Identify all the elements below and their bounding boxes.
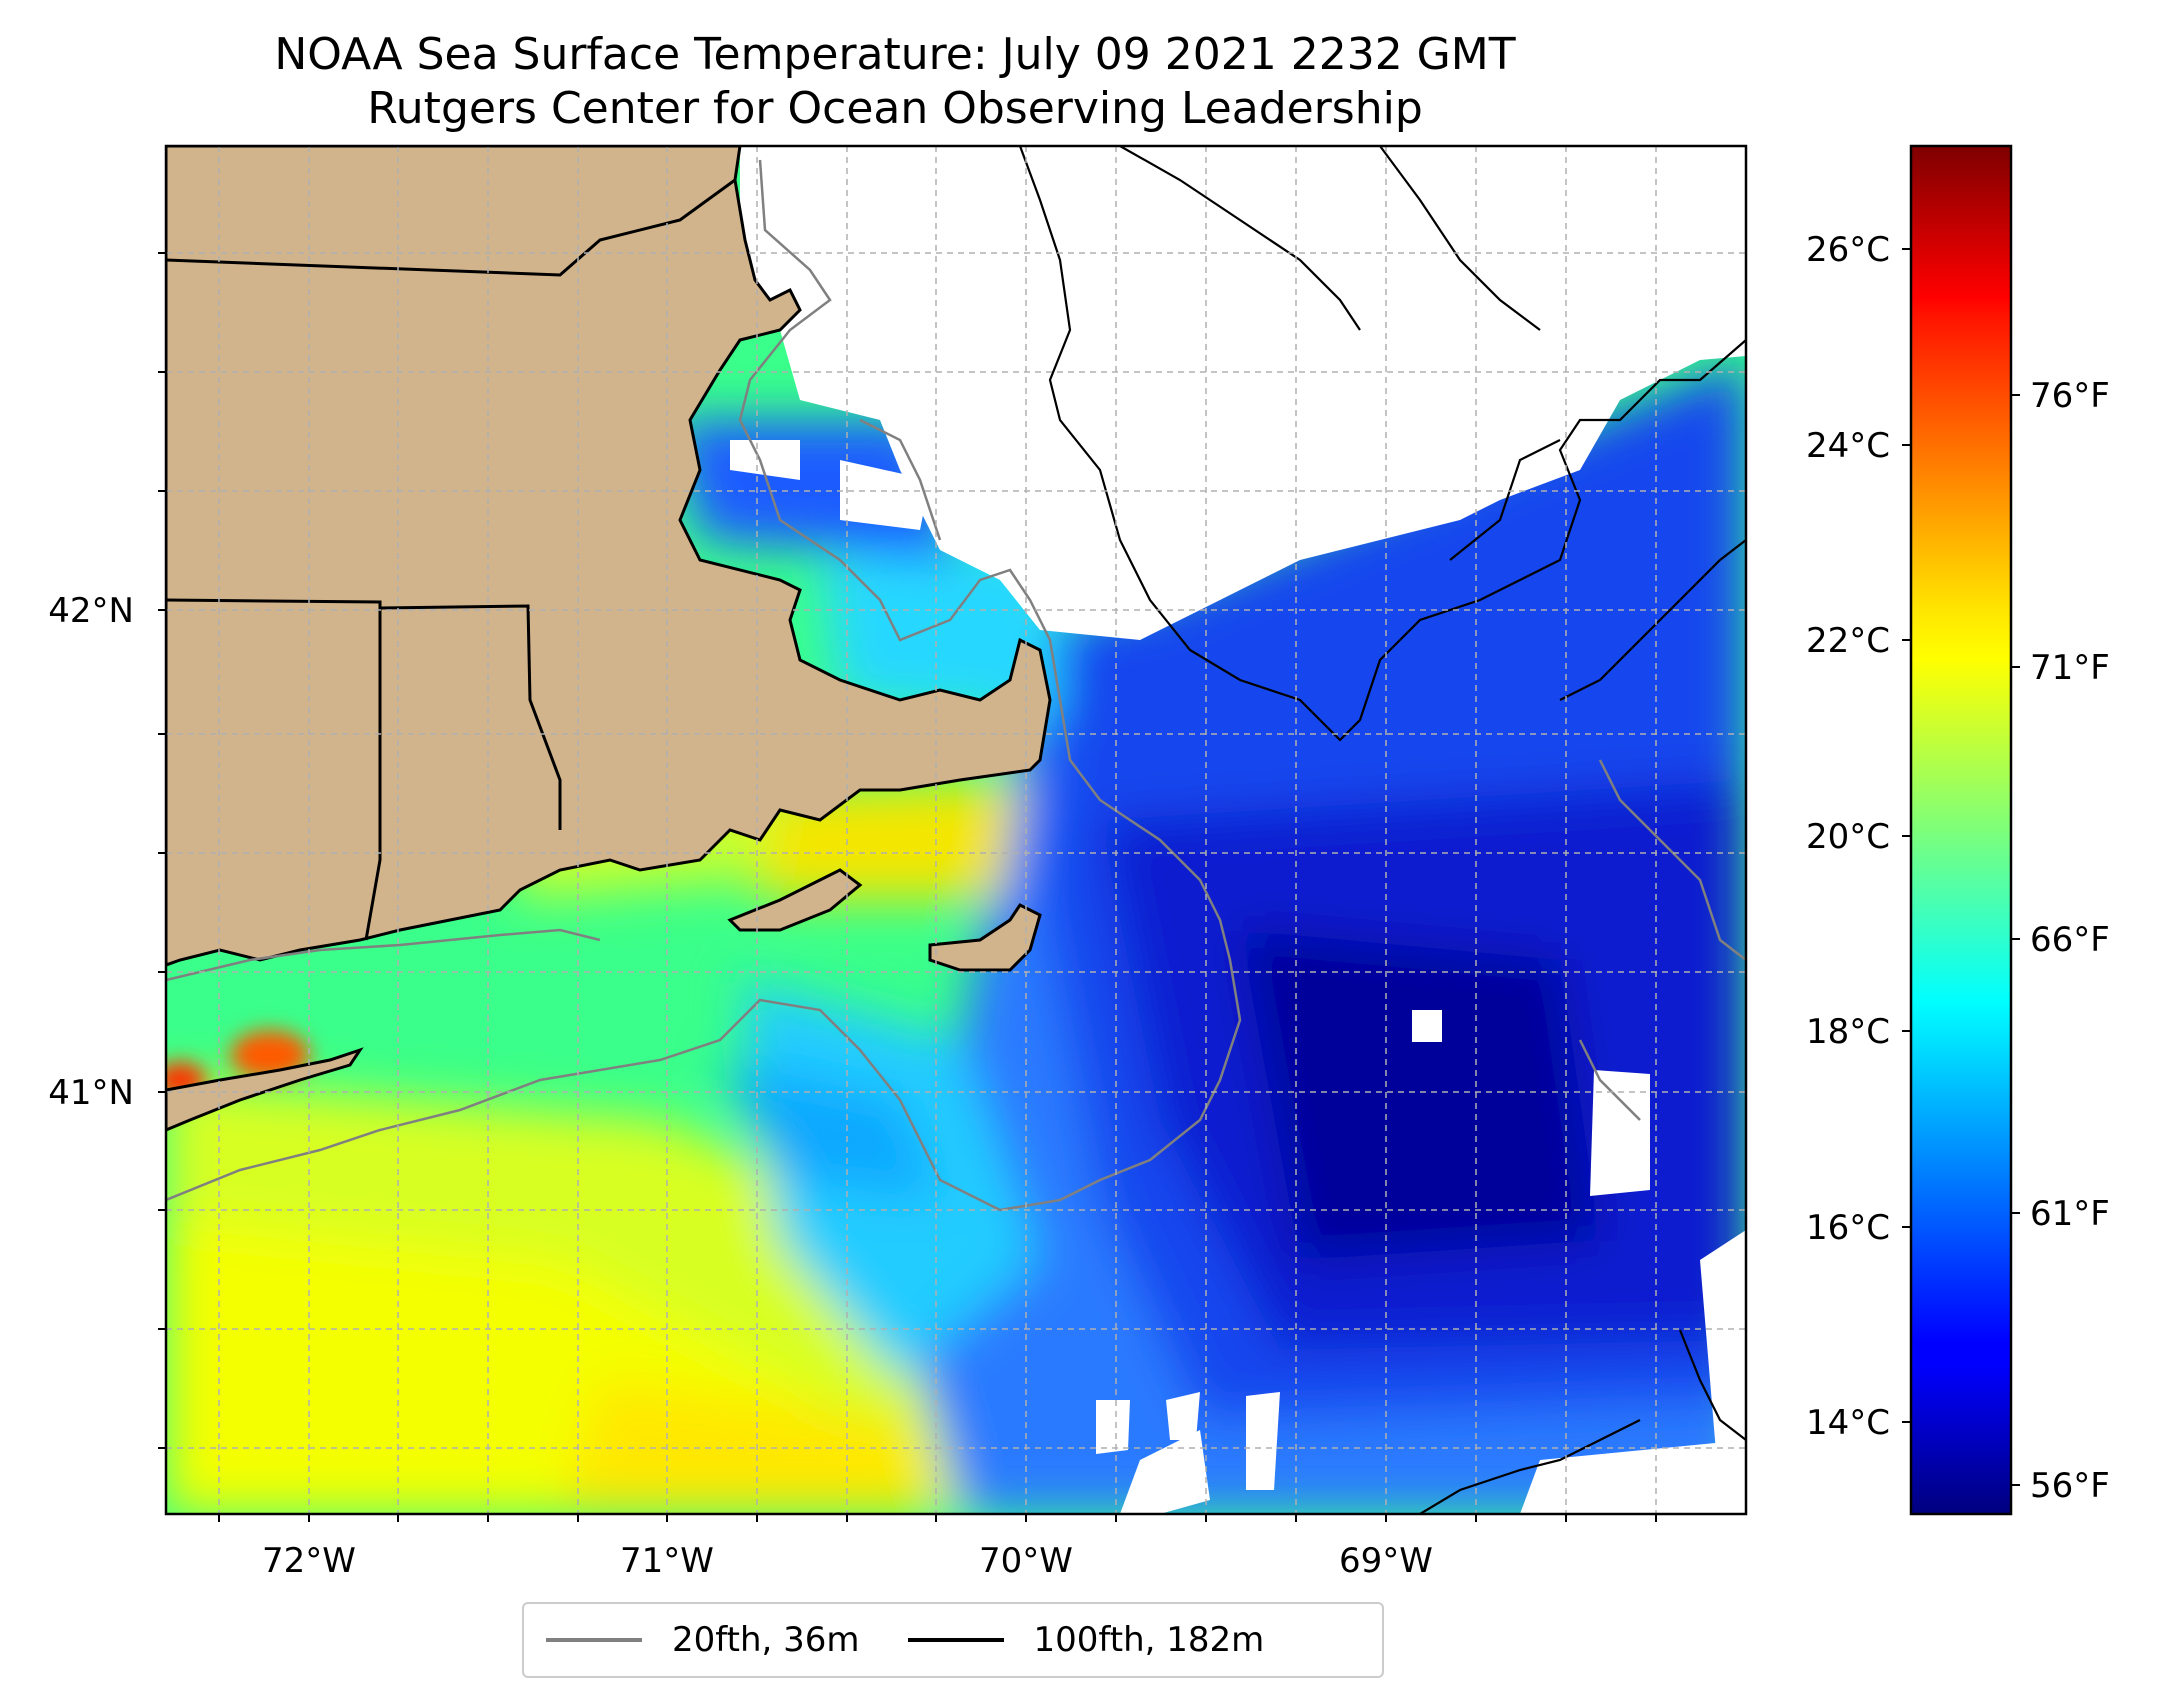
- legend-swatch-100fth: [907, 1638, 1004, 1642]
- legend-label-20fth: 20fth, 36m: [672, 1620, 860, 1660]
- lat-label-42n: 42°N: [48, 591, 134, 631]
- lat-ticks: [158, 252, 166, 1449]
- isobath-100fth: [1018, 146, 1746, 1514]
- colorbar-celsius-ticks: [1902, 248, 1911, 1423]
- colorbar-label-56f: 56°F: [2030, 1466, 2110, 1506]
- legend-swatch-20fth: [546, 1638, 642, 1642]
- isobath-legend: 20fth, 36m 100fth, 182m: [522, 1602, 1384, 1678]
- legend-label-100fth: 100fth, 182m: [1033, 1620, 1265, 1660]
- colorbar-label-71f: 71°F: [2030, 648, 2110, 688]
- land-mass: [166, 146, 1052, 967]
- lon-label-69w: 69°W: [1339, 1541, 1433, 1581]
- colorbar-fahrenheit-ticks: [2011, 394, 2020, 1486]
- colorbar: [1909, 144, 2013, 1516]
- colorbar-label-66f: 66°F: [2030, 920, 2110, 960]
- title-line-2: Rutgers Center for Ocean Observing Leade…: [367, 83, 1423, 134]
- colorbar-label-18c: 18°C: [1806, 1012, 1890, 1052]
- colorbar-label-76f: 76°F: [2030, 376, 2110, 416]
- state-borders: [166, 178, 736, 941]
- legend-entry-100fth: 100fth, 182m: [907, 1620, 1265, 1660]
- colorbar-label-20c: 20°C: [1806, 817, 1890, 857]
- colorbar-label-14c: 14°C: [1806, 1403, 1890, 1443]
- land-marthas-vineyard: [727, 868, 863, 932]
- land-long-island: [166, 1047, 364, 1132]
- colorbar-label-24c: 24°C: [1806, 426, 1890, 466]
- lon-label-70w: 70°W: [979, 1541, 1073, 1581]
- gridlines: [166, 146, 1746, 1514]
- map-frame: [164, 144, 1748, 1516]
- lon-label-71w: 71°W: [620, 1541, 714, 1581]
- legend-entry-20fth: 20fth, 36m: [546, 1620, 860, 1660]
- map-plot-area: [166, 146, 1746, 1514]
- colorbar-label-16c: 16°C: [1806, 1208, 1890, 1248]
- title-line-1: NOAA Sea Surface Temperature: July 09 20…: [274, 29, 1516, 80]
- colorbar-label-61f: 61°F: [2030, 1194, 2110, 1234]
- map-title: NOAA Sea Surface Temperature: July 09 20…: [0, 28, 1790, 136]
- isobath-20fth: [166, 159, 1746, 1212]
- colorbar-label-26c: 26°C: [1806, 230, 1890, 270]
- lat-label-41n: 41°N: [48, 1073, 134, 1113]
- sst-temperature-field: [166, 360, 1746, 1514]
- lon-ticks: [218, 1514, 1657, 1522]
- lon-label-72w: 72°W: [262, 1541, 356, 1581]
- colorbar-label-22c: 22°C: [1806, 621, 1890, 661]
- land-nantucket: [928, 903, 1042, 972]
